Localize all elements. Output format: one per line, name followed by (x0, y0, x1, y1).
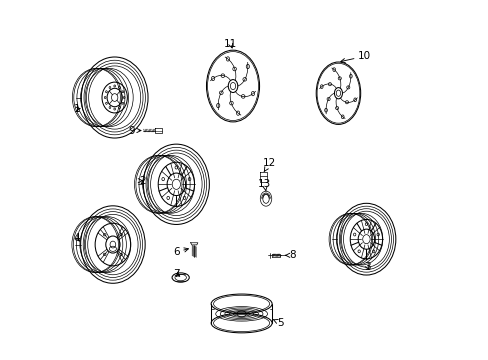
Text: 12: 12 (263, 158, 276, 172)
Text: 4: 4 (73, 233, 80, 243)
Text: 5: 5 (272, 318, 283, 328)
Text: 8: 8 (285, 250, 296, 260)
Polygon shape (190, 243, 198, 245)
Text: 7: 7 (173, 269, 180, 279)
Text: 2: 2 (138, 176, 145, 186)
Text: 9: 9 (128, 126, 141, 135)
Text: 6: 6 (173, 247, 188, 257)
Text: 11: 11 (224, 40, 237, 49)
Text: 10: 10 (340, 51, 370, 63)
Text: 1: 1 (73, 104, 80, 114)
Text: 13: 13 (258, 179, 271, 192)
Text: 3: 3 (364, 262, 370, 272)
